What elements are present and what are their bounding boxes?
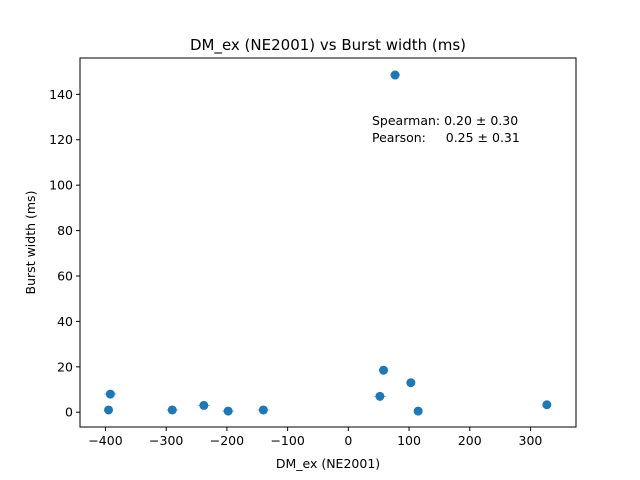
data-point: [413, 406, 423, 416]
y-tick-label: 40: [57, 314, 73, 329]
y-axis: 0 20 40 60 80 100 120 140: [49, 87, 80, 420]
x-tick-label: −100: [270, 433, 304, 448]
axes-frame: [79, 57, 577, 428]
data-point: [104, 405, 114, 415]
pearson-annotation: Pearson: 0.25 ± 0.31: [372, 130, 520, 145]
y-axis-label: Burst width (ms): [23, 191, 38, 295]
x-axis: −400 −300 −200 −100 0 100 200 300: [88, 427, 542, 448]
data-point: [375, 391, 385, 401]
y-tick-label: 80: [57, 223, 73, 238]
x-tick-label: 0: [344, 433, 352, 448]
data-point: [379, 365, 389, 375]
y-tick-label: 0: [65, 405, 73, 420]
y-tick-label: 60: [57, 268, 73, 283]
y-tick-label: 120: [49, 132, 73, 147]
plot-area: [104, 70, 552, 416]
data-point: [223, 406, 233, 416]
chart-title: DM_ex (NE2001) vs Burst width (ms): [190, 36, 466, 55]
data-point: [199, 400, 209, 410]
data-point: [105, 389, 115, 399]
data-point: [390, 70, 400, 80]
x-tick-label: −200: [210, 433, 244, 448]
data-point: [167, 405, 177, 415]
x-tick-label: 300: [519, 433, 543, 448]
x-axis-label: DM_ex (NE2001): [276, 456, 380, 471]
x-tick-label: −300: [149, 433, 183, 448]
x-tick-label: 100: [397, 433, 421, 448]
y-tick-label: 20: [57, 359, 73, 374]
x-tick-label: −400: [88, 433, 122, 448]
spearman-annotation: Spearman: 0.20 ± 0.30: [372, 113, 518, 128]
y-tick-label: 140: [49, 87, 73, 102]
x-tick-label: 200: [458, 433, 482, 448]
data-point: [258, 405, 268, 415]
data-point: [406, 378, 416, 388]
data-point: [542, 400, 552, 410]
y-tick-label: 100: [49, 178, 73, 193]
